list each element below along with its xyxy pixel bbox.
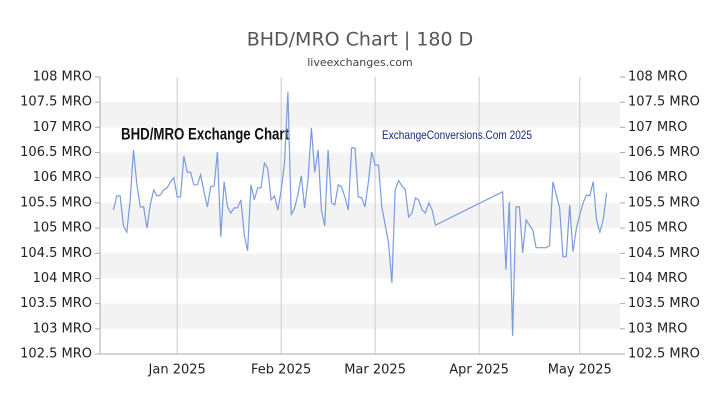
y-tick-label: 102.5 MRO [20,347,92,362]
grid-band [100,102,620,128]
y-tick-label: 104 MRO [33,271,92,286]
grid-band [100,303,620,329]
y-tick-label: 107 MRO [33,120,92,135]
y2-tick-label: 107.5 MRO [628,95,700,110]
y2-tick-label: 105 MRO [628,221,687,236]
y2-tick-label: 104.5 MRO [628,246,700,261]
grid-band [100,202,620,229]
grid-band [100,152,620,178]
y-tick-label: 108 MRO [33,70,92,85]
y2-tick-label: 108 MRO [628,70,687,85]
watermark: BHD/MRO Exchange Chart [121,124,289,143]
y2-tick-label: 103 MRO [628,321,687,336]
y2-tick-label: 102.5 MRO [628,347,700,362]
y-tick-label: 106 MRO [33,170,92,185]
watermark: ExchangeConversions.Com 2025 [382,128,532,142]
x-tick-label: Jan 2025 [148,363,206,378]
y-tick-label: 107.5 MRO [20,95,92,110]
chart-subtitle: liveexchanges.com [307,56,412,69]
x-tick-label: May 2025 [548,363,612,378]
y-tick-label: 105.5 MRO [20,195,92,210]
y2-tick-label: 105.5 MRO [628,195,700,210]
x-tick-label: Mar 2025 [344,363,406,378]
y-tick-label: 104.5 MRO [20,246,92,261]
y2-tick-label: 106.5 MRO [628,145,700,160]
y2-tick-label: 107 MRO [628,120,687,135]
grid-band [100,253,620,279]
series-line [112,92,608,336]
y2-tick-label: 106 MRO [628,170,687,185]
y-tick-label: 105 MRO [33,221,92,236]
y-tick-label: 103 MRO [33,321,92,336]
y2-tick-label: 104 MRO [628,271,687,286]
x-tick-label: Apr 2025 [449,363,509,378]
y2-tick-label: 103.5 MRO [628,296,700,311]
y-tick-label: 103.5 MRO [20,296,92,311]
x-tick-label: Feb 2025 [251,363,311,378]
chart-title: BHD/MRO Chart | 180 D [247,29,474,51]
y-tick-label: 106.5 MRO [20,145,92,160]
